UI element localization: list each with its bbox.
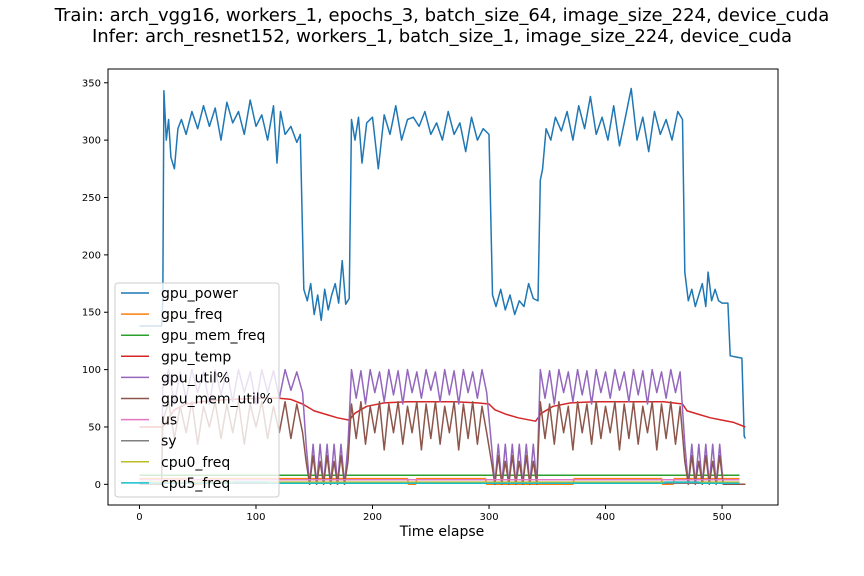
x-tick-label-5: 500 [713,512,732,523]
y-tick-label-4: 200 [82,250,101,261]
y-tick-label-3: 150 [82,308,101,319]
chart-title-line-2: Infer: arch_resnet152, workers_1, batch_… [92,26,792,47]
x-tick-label-3: 300 [479,512,498,523]
legend-label-6: us [161,413,177,429]
y-tick-label-0: 0 [95,480,101,491]
legend-label-0: gpu_power [161,286,238,302]
legend-label-5: gpu_mem_util% [161,392,273,408]
series-line-0 [139,87,747,439]
x-tick-label-1: 100 [246,512,265,523]
x-tick-label-0: 0 [136,512,142,523]
chart-title-line-1: Train: arch_vgg16, workers_1, epochs_3, … [54,5,830,26]
legend-label-7: sy [161,434,177,450]
legend-label-4: gpu_util% [161,370,230,386]
x-axis-ticks: 0 100 200 300 400 500 [136,505,732,523]
legend: gpu_power gpu_freq gpu_mem_freq gpu_tempgpu… [114,282,280,498]
legend-label-1: gpu_freq [161,307,223,323]
y-tick-label-6: 300 [82,136,101,147]
legend-label-2: gpu_mem_freq [161,328,265,344]
legend-label-9: cpu5_freq [161,476,230,492]
legend-label-3: gpu_temp [161,349,231,365]
legend-label-8: cpu0_freq [161,455,230,471]
y-tick-label-5: 250 [82,193,101,204]
x-tick-label-4: 400 [596,512,615,523]
plot-frame [107,68,779,506]
x-tick-label-2: 200 [363,512,382,523]
y-tick-label-1: 50 [88,422,101,433]
y-tick-label-7: 350 [82,78,101,89]
y-tick-label-2: 100 [82,365,101,376]
legend-box [114,282,280,498]
y-axis-ticks: 0 50 100 150 200 250 300 350 [82,78,108,491]
x-axis-label: Time elapse [399,524,485,540]
